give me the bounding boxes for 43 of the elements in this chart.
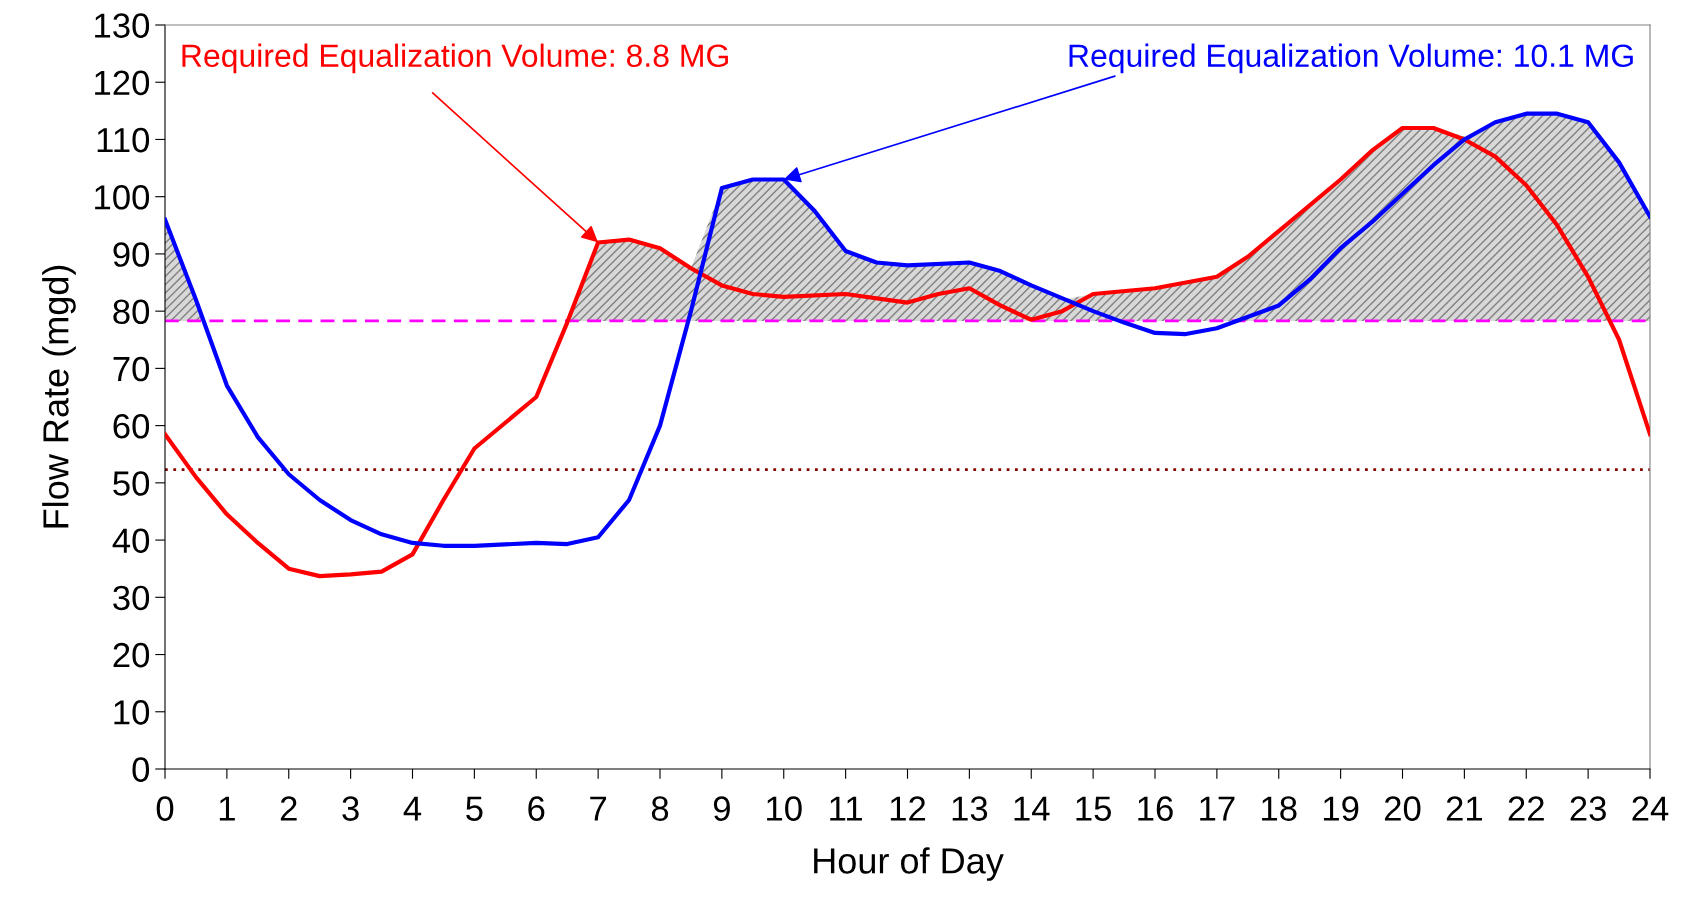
x-tick-label: 10 xyxy=(767,796,802,821)
x-tick-label: 24 xyxy=(1632,796,1669,821)
x-tick-label: 8 xyxy=(651,796,669,821)
y-tick-label: 0 xyxy=(132,757,150,782)
x-tick-label: 5 xyxy=(466,796,483,821)
y-tick-label: 90 xyxy=(113,242,150,267)
x-tick-label: 6 xyxy=(528,796,545,821)
x-tick-label: 2 xyxy=(280,796,297,821)
x-tick-label: 19 xyxy=(1323,796,1359,821)
x-tick-label: 17 xyxy=(1200,796,1235,821)
x-tick-label: 11 xyxy=(830,796,862,821)
x-tick-label: 3 xyxy=(342,796,359,821)
y-tick-label: 120 xyxy=(95,70,150,96)
y-tick-label: 30 xyxy=(113,585,150,611)
x-tick-label: 1 xyxy=(219,796,235,821)
x-tick-label: 9 xyxy=(713,796,730,821)
x-tick-label: 13 xyxy=(952,796,988,821)
y-tick-label: 40 xyxy=(112,528,150,553)
x-tick-label: 22 xyxy=(1508,796,1544,821)
x-tick-label: 16 xyxy=(1138,796,1173,821)
y-tick-label: 50 xyxy=(113,471,150,496)
y-tick-label: 100 xyxy=(95,185,150,210)
y-tick-label: 20 xyxy=(113,642,150,668)
x-tick-label: 12 xyxy=(890,796,926,821)
y-tick-label: 80 xyxy=(113,299,150,325)
x-axis-title: Hour of Day xyxy=(814,847,1004,881)
annotation: Required Equalization Volume: 8.8 MG xyxy=(182,43,728,74)
x-tick-label: 20 xyxy=(1384,796,1421,821)
y-tick-label: 70 xyxy=(113,356,150,382)
x-tick-label: 21 xyxy=(1446,796,1482,821)
y-tick-label: 130 xyxy=(95,13,150,38)
y-tick-label: 60 xyxy=(113,413,150,439)
x-tick-label: 15 xyxy=(1076,796,1111,821)
y-tick-label: 110 xyxy=(97,127,150,153)
y-tick-label: 10 xyxy=(114,700,150,725)
x-tick-label: 14 xyxy=(1014,796,1050,821)
x-tick-label: 4 xyxy=(403,796,422,821)
x-tick-label: 0 xyxy=(156,796,174,821)
x-tick-label: 7 xyxy=(590,796,607,821)
annotation: Required Equalization Volume: 10.1 MG xyxy=(1069,43,1633,74)
x-tick-label: 23 xyxy=(1570,796,1606,821)
y-axis-title: Flow Rate (mgd) xyxy=(42,265,76,528)
x-tick-label: 18 xyxy=(1262,796,1297,821)
